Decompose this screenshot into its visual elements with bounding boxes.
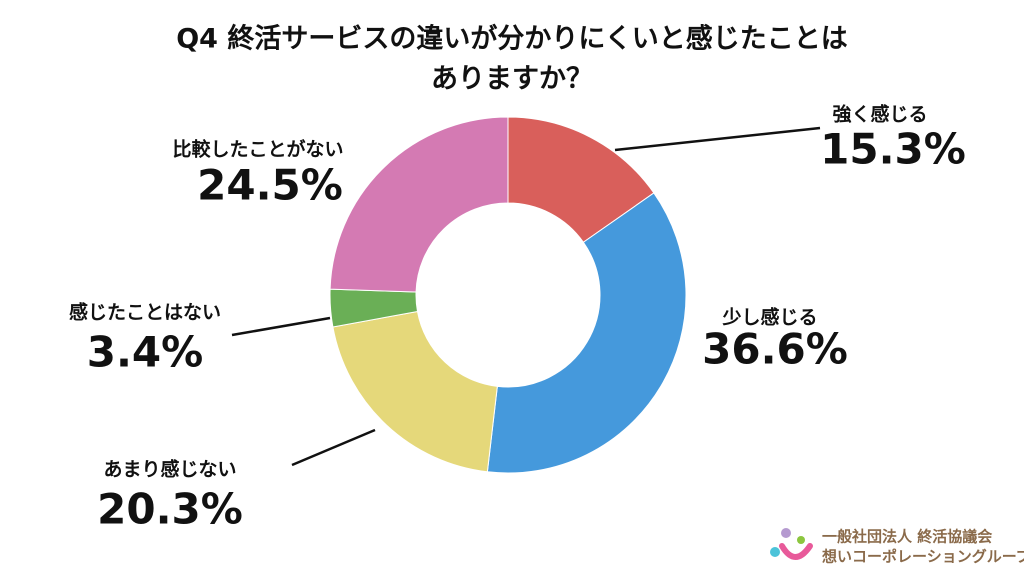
value-label: 3.4% bbox=[87, 328, 203, 377]
logo-smile bbox=[779, 543, 813, 560]
group-name: 想いコーポレーショングループ bbox=[821, 548, 1024, 566]
category-label: 強く感じる bbox=[832, 103, 927, 126]
donut-segment bbox=[332, 310, 498, 473]
category-label: あまり感じない bbox=[103, 458, 236, 481]
organization-name: 一般社団法人 終活協議会 bbox=[822, 528, 992, 546]
leader-line bbox=[231, 316, 331, 337]
chart-title: ありますか？ bbox=[431, 64, 593, 95]
category-label: 比較したことがない bbox=[172, 138, 343, 161]
category-label: 少し感じる bbox=[721, 306, 817, 329]
donut-segment bbox=[486, 192, 687, 474]
leader-line bbox=[614, 126, 821, 152]
category-label: 感じたことはない bbox=[69, 301, 221, 324]
logo: 一般社団法人 終活協議会 想いコーポレーショングループ bbox=[770, 528, 1024, 566]
value-label: 15.3% bbox=[820, 125, 966, 174]
logo-dot bbox=[770, 547, 780, 557]
donut-segment bbox=[329, 116, 509, 293]
chart-title: Q4 終活サービスの違いが分かりにくいと感じたことは bbox=[176, 23, 848, 55]
value-label: 36.6% bbox=[702, 325, 848, 374]
value-label: 24.5% bbox=[197, 161, 343, 210]
value-label: 20.3% bbox=[97, 485, 243, 534]
logo-dot bbox=[781, 528, 791, 538]
leader-line bbox=[291, 428, 376, 467]
logo-dot bbox=[797, 536, 805, 544]
